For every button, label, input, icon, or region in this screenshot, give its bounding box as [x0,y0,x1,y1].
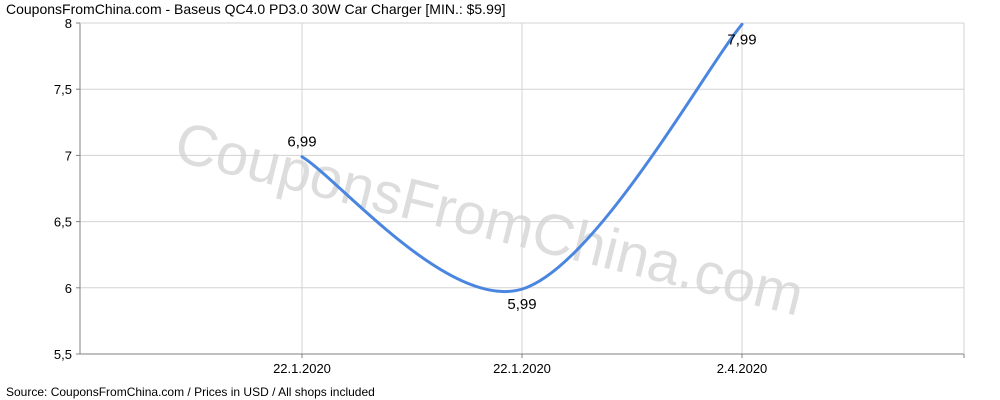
y-tick-label: 8 [65,16,72,31]
x-tick-label: 22.1.2020 [273,361,331,376]
x-tick-label: 2.4.2020 [717,361,768,376]
y-tick-label: 7,5 [54,82,72,97]
y-tick-label: 6 [65,281,72,296]
y-tick-label: 5,5 [54,347,72,362]
data-label: 7,99 [727,31,756,48]
y-tick-label: 7 [65,148,72,163]
x-tick-label: 22.1.2020 [493,361,551,376]
y-tick-label: 6,5 [54,215,72,230]
data-label: 6,99 [287,134,316,151]
watermark-text: CouponsFromChina.com [169,110,810,329]
data-label: 5,99 [507,296,536,313]
source-note: Source: CouponsFromChina.com / Prices in… [6,385,375,399]
